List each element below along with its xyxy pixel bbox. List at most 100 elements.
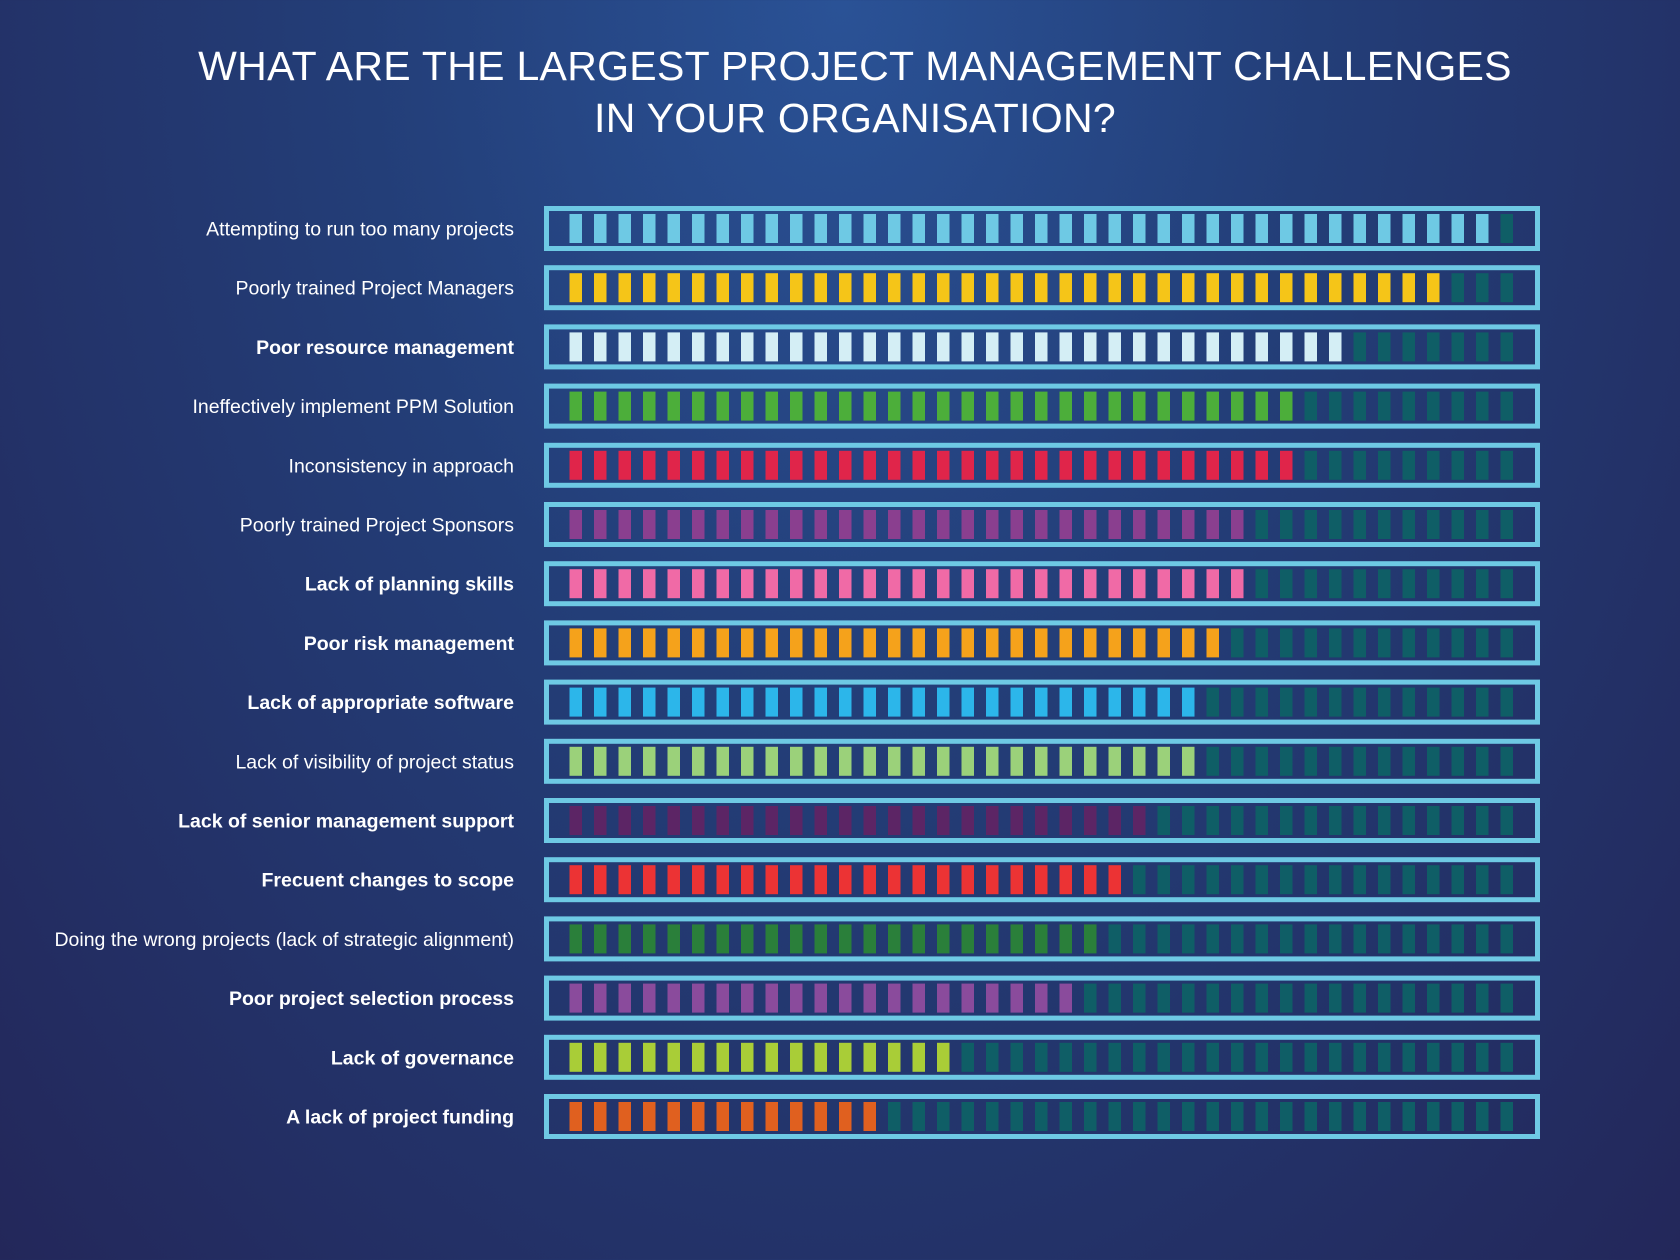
bar-segment-empty — [1157, 865, 1170, 895]
bar-segment-filled — [569, 214, 582, 243]
bar-segment-empty — [1476, 1042, 1489, 1072]
bar-segment-filled — [1157, 391, 1170, 421]
bar-segment-filled — [1108, 569, 1121, 599]
category-label: Poor resource management — [256, 337, 514, 359]
bar-segment-filled — [912, 1042, 925, 1072]
bar-segment-empty — [1133, 865, 1146, 895]
bar-segment-filled — [839, 332, 852, 362]
bar-segment-filled — [1059, 332, 1072, 362]
bar-segment-filled — [1133, 569, 1146, 599]
category-label: Lack of visibility of project status — [235, 751, 514, 773]
bar-segment-filled — [716, 569, 729, 599]
bar-segment-filled — [1084, 214, 1097, 243]
bar-segment-filled — [1133, 628, 1146, 658]
bar-segment-empty — [1206, 1042, 1219, 1072]
bar-segment-empty — [1476, 865, 1489, 895]
bar-segment-empty — [1353, 924, 1366, 954]
bar-segment-filled — [1280, 391, 1293, 421]
bar-segment-filled — [569, 806, 582, 835]
bar-segment-empty — [1378, 687, 1391, 717]
bar-segment-filled — [569, 569, 582, 599]
bar-segment-filled — [1035, 983, 1048, 1013]
bar-segment-filled — [1157, 510, 1170, 539]
bar-segment-filled — [594, 806, 607, 835]
bar-row: Lack of visibility of project status — [235, 738, 1540, 784]
bar-frame — [544, 975, 1540, 1021]
bar-segment-empty — [1280, 1102, 1293, 1131]
bar-segment-filled — [888, 983, 901, 1013]
bar-segment-empty — [1427, 450, 1440, 480]
bar-segment-filled — [937, 214, 950, 243]
bar-frame — [544, 620, 1540, 666]
bar-segment-filled — [1304, 214, 1317, 243]
bar-segment-empty — [1402, 687, 1415, 717]
bar-segment-filled — [716, 391, 729, 421]
bar-segment-filled — [765, 687, 778, 717]
bar-segment-filled — [667, 1102, 680, 1131]
bar-segment-filled — [790, 1102, 803, 1131]
bar-segment-filled — [839, 391, 852, 421]
bar-segment-empty — [1255, 865, 1268, 895]
bar-segment-empty — [1329, 1102, 1342, 1131]
bar-segment-filled — [790, 865, 803, 895]
bar-segment-filled — [594, 628, 607, 658]
bar-segment-filled — [1010, 806, 1023, 835]
bar-segment-filled — [741, 746, 754, 776]
bar-segment-filled — [741, 332, 754, 362]
bar-segment-filled — [1206, 569, 1219, 599]
bar-frame — [544, 1034, 1540, 1080]
bar-segment-filled — [1255, 214, 1268, 243]
bar-segment-empty — [1329, 983, 1342, 1013]
bar-segment-filled — [716, 746, 729, 776]
bar-segment-filled — [716, 628, 729, 658]
bar-segment-filled — [594, 865, 607, 895]
bar-segment-empty — [1255, 1042, 1268, 1072]
bar-segment-filled — [594, 924, 607, 954]
bar-segment-filled — [888, 391, 901, 421]
bar-segment-empty — [1157, 1102, 1170, 1131]
bar-segment-filled — [1059, 214, 1072, 243]
bar-segment-empty — [1133, 1042, 1146, 1072]
bar-segment-empty — [1206, 746, 1219, 776]
bar-segment-filled — [765, 569, 778, 599]
bar-segment-empty — [1378, 391, 1391, 421]
bar-segment-filled — [961, 273, 974, 303]
bar-segment-empty — [1280, 865, 1293, 895]
category-label: Lack of senior management support — [178, 811, 514, 833]
bar-segment-filled — [569, 924, 582, 954]
bar-segment-filled — [667, 865, 680, 895]
bar-segment-filled — [765, 391, 778, 421]
bar-segment-empty — [1182, 1102, 1195, 1131]
bar-segment-filled — [888, 1042, 901, 1072]
bar-segment-filled — [814, 214, 827, 243]
bar-segment-filled — [594, 510, 607, 539]
bar-segment-filled — [790, 1042, 803, 1072]
bar-segment-filled — [1084, 865, 1097, 895]
bar-segment-filled — [1231, 214, 1244, 243]
bar-segment-filled — [863, 510, 876, 539]
category-label: Doing the wrong projects (lack of strate… — [54, 929, 514, 951]
bar-segment-filled — [741, 569, 754, 599]
bar-segment-empty — [1353, 450, 1366, 480]
bar-segment-filled — [1231, 332, 1244, 362]
bar-segment-filled — [814, 273, 827, 303]
bar-segment-filled — [1108, 510, 1121, 539]
bar-segment-empty — [1353, 983, 1366, 1013]
bar-segment-filled — [716, 332, 729, 362]
bar-segment-filled — [692, 865, 705, 895]
bar-segment-filled — [667, 628, 680, 658]
bar-segment-filled — [839, 569, 852, 599]
bar-segment-filled — [888, 273, 901, 303]
bar-segment-filled — [594, 450, 607, 480]
bar-segment-filled — [569, 1102, 582, 1131]
bar-segment-filled — [912, 983, 925, 1013]
bar-segment-empty — [1402, 1042, 1415, 1072]
bar-segment-filled — [814, 569, 827, 599]
bar-segment-empty — [1059, 1102, 1072, 1131]
bar-segment-filled — [1451, 214, 1464, 243]
bar-row: Inconsistency in approach — [289, 442, 1540, 488]
bar-segment-filled — [667, 510, 680, 539]
bar-segment-filled — [814, 450, 827, 480]
bar-segment-filled — [569, 746, 582, 776]
bar-segment-filled — [1182, 214, 1195, 243]
